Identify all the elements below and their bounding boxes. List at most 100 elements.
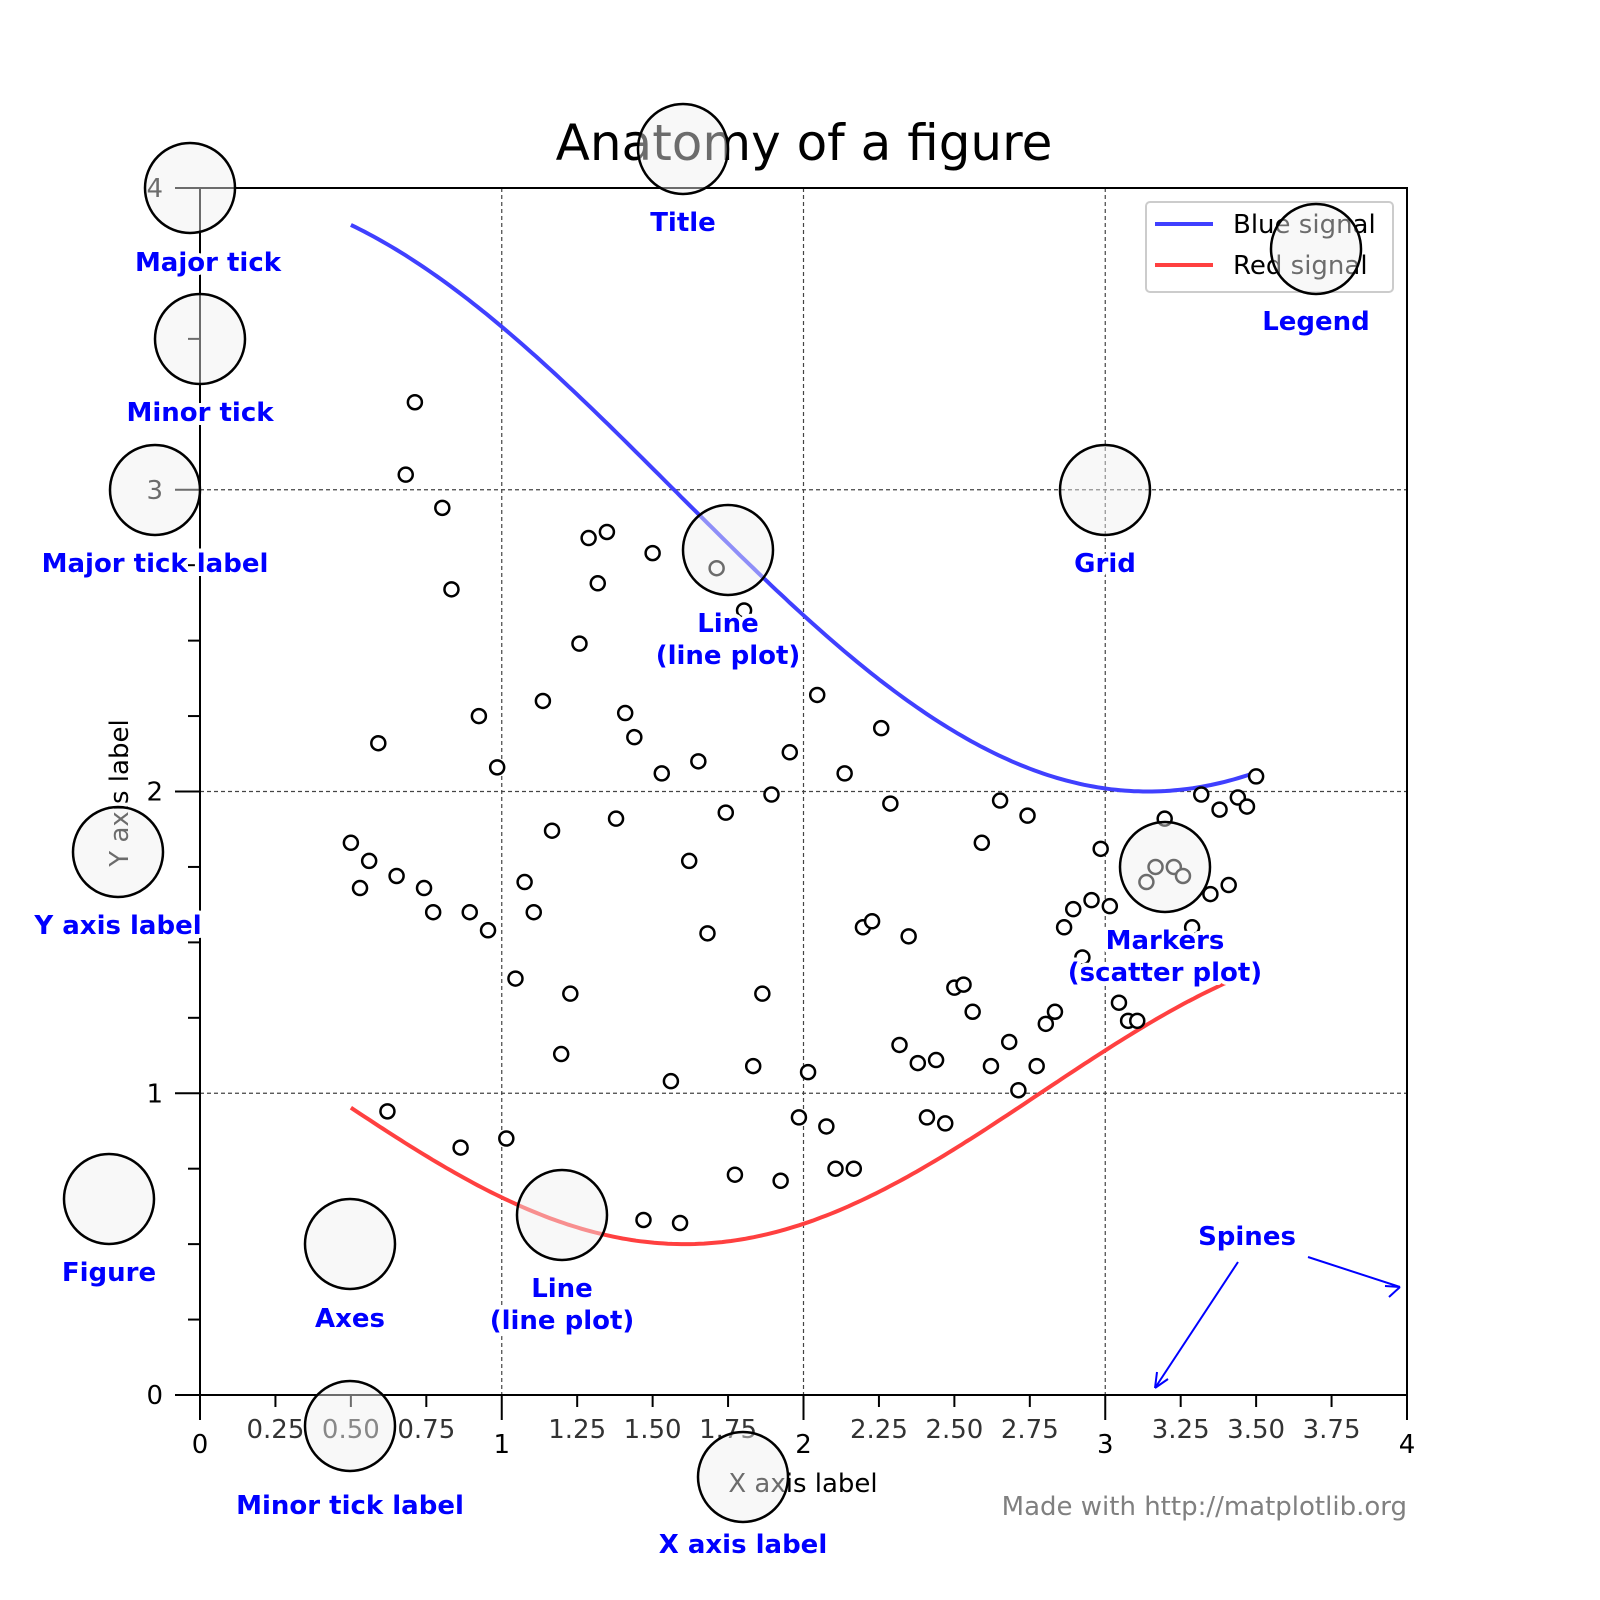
scatter-marker: [525, 903, 543, 921]
scatter-marker: [973, 834, 991, 852]
scatter-marker: [1202, 885, 1219, 903]
annotation-label: Grid: [1074, 549, 1136, 579]
annotation-label: Minor tick label: [236, 1491, 464, 1521]
scatter-marker: [1074, 949, 1091, 966]
scatter-marker: [571, 635, 588, 652]
scatter-marker: [918, 1109, 936, 1126]
scatter-marker: [1010, 1081, 1027, 1099]
scatter-marker: [900, 928, 917, 945]
grid: [200, 188, 1407, 1395]
annotation-circle: [153, 292, 247, 386]
annotation-circle: [1269, 202, 1363, 296]
scatter-marker: [616, 704, 634, 722]
x-minor-tick-label: 3.25: [1152, 1415, 1210, 1445]
x-minor-tick-label: 0.75: [397, 1415, 455, 1445]
scatter-marker: [360, 852, 378, 870]
annotation-label: Major tick label: [42, 549, 269, 579]
annotation-circle: [1118, 820, 1212, 914]
scatter-marker: [653, 765, 671, 782]
red-signal-line: [349, 968, 1257, 1247]
scatter-marker: [964, 1003, 981, 1021]
scatter-marker: [498, 1130, 515, 1147]
annotation-circle: [681, 503, 775, 597]
x-minor-tick-label: 2.75: [1001, 1415, 1059, 1445]
annotation-label: Y axis label: [33, 911, 201, 941]
scatter-marker: [708, 559, 725, 577]
x-minor-tick-label: 2.50: [925, 1415, 983, 1445]
scatter-marker: [936, 1115, 954, 1132]
annotation-circle: [108, 443, 202, 537]
annotation-label: Title: [650, 208, 716, 238]
y-major-tick-label: 2: [146, 778, 163, 808]
y-axis-label: Y axis label: [105, 719, 135, 867]
annotation-circle: [696, 1430, 790, 1524]
scatter-marker: [351, 879, 369, 897]
scatter-marker: [443, 581, 460, 598]
annotation-circle: [143, 141, 237, 235]
scatter-marker: [726, 1166, 744, 1183]
scatter-marker: [735, 602, 753, 619]
annotation-circle: [515, 1168, 609, 1262]
scatter-marker: [1193, 786, 1210, 803]
scatter-marker: [772, 1172, 789, 1190]
scatter-marker: [1046, 1003, 1064, 1021]
scatter-marker: [763, 786, 780, 803]
arrowhead-icon: [1384, 1285, 1401, 1298]
scatter-marker: [891, 1036, 908, 1054]
scatter-marker: [662, 1072, 680, 1090]
scatter-marker: [644, 544, 661, 562]
scatter-marker: [452, 1139, 469, 1156]
scatter-marker: [379, 1103, 396, 1120]
scatter-marker: [836, 765, 853, 782]
scatter-marker: [699, 925, 716, 942]
scatter-marker: [470, 707, 488, 725]
scatter-marker: [1028, 1057, 1045, 1075]
annotation-label: X axis label: [659, 1530, 827, 1560]
scatter-marker: [543, 822, 561, 839]
scatter-marker: [1092, 840, 1109, 858]
x-minor-tick-label: 3.75: [1303, 1415, 1361, 1445]
scatter-marker: [1037, 1015, 1055, 1033]
annotation-label: Spines: [1198, 1222, 1296, 1252]
scatter-marker: [1183, 919, 1201, 936]
scatter-marker: [461, 903, 478, 921]
x-axis-label: X axis label: [728, 1469, 877, 1499]
scatter-marker: [790, 1109, 808, 1126]
scatter-marker: [1110, 994, 1128, 1011]
x-minor-tick-label: 0.25: [246, 1415, 304, 1445]
scatter-marker: [1101, 897, 1119, 915]
y-major-tick-label: 3: [146, 476, 163, 506]
scatter-marker: [1220, 876, 1237, 894]
x-minor-tick-label: 3.50: [1227, 1415, 1285, 1445]
scatter-marker: [488, 759, 506, 776]
scatter-marker: [626, 728, 643, 746]
scatter-marker: [1129, 1012, 1146, 1030]
y-major-tick-label: 0: [146, 1381, 163, 1411]
annotation-circle: [71, 805, 165, 899]
annotation-label: Major tick: [135, 248, 282, 278]
scatter-marker: [799, 1063, 817, 1081]
scatter-marker: [927, 1051, 945, 1069]
scatter-marker: [589, 575, 607, 592]
scatter-marker: [754, 985, 771, 1002]
annotation-label: Markers: [1106, 926, 1225, 956]
scatter-marker: [1147, 858, 1164, 876]
x-minor-tick-label: 1.25: [548, 1415, 606, 1445]
annotation-circle: [303, 1197, 397, 1291]
scatter-marker: [1138, 873, 1155, 891]
scatter-marker: [1238, 798, 1256, 815]
x-major-tick-label: 0: [192, 1430, 209, 1460]
scatter-marker: [388, 867, 405, 885]
legend: Blue signal Red signal: [1145, 201, 1394, 293]
scatter-marker: [1247, 768, 1265, 785]
scatter-marker: [882, 795, 899, 812]
annotation-label: (line plot): [490, 1306, 635, 1336]
scatter-marker: [580, 529, 597, 547]
legend-entry: Blue signal: [1233, 210, 1376, 240]
x-minor-tick-label: 1.75: [699, 1415, 757, 1445]
scatter-marker: [406, 393, 424, 411]
scatter-marker: [342, 834, 360, 852]
blue-signal-line: [350, 223, 1257, 794]
annotation-label: Legend: [1262, 307, 1370, 337]
